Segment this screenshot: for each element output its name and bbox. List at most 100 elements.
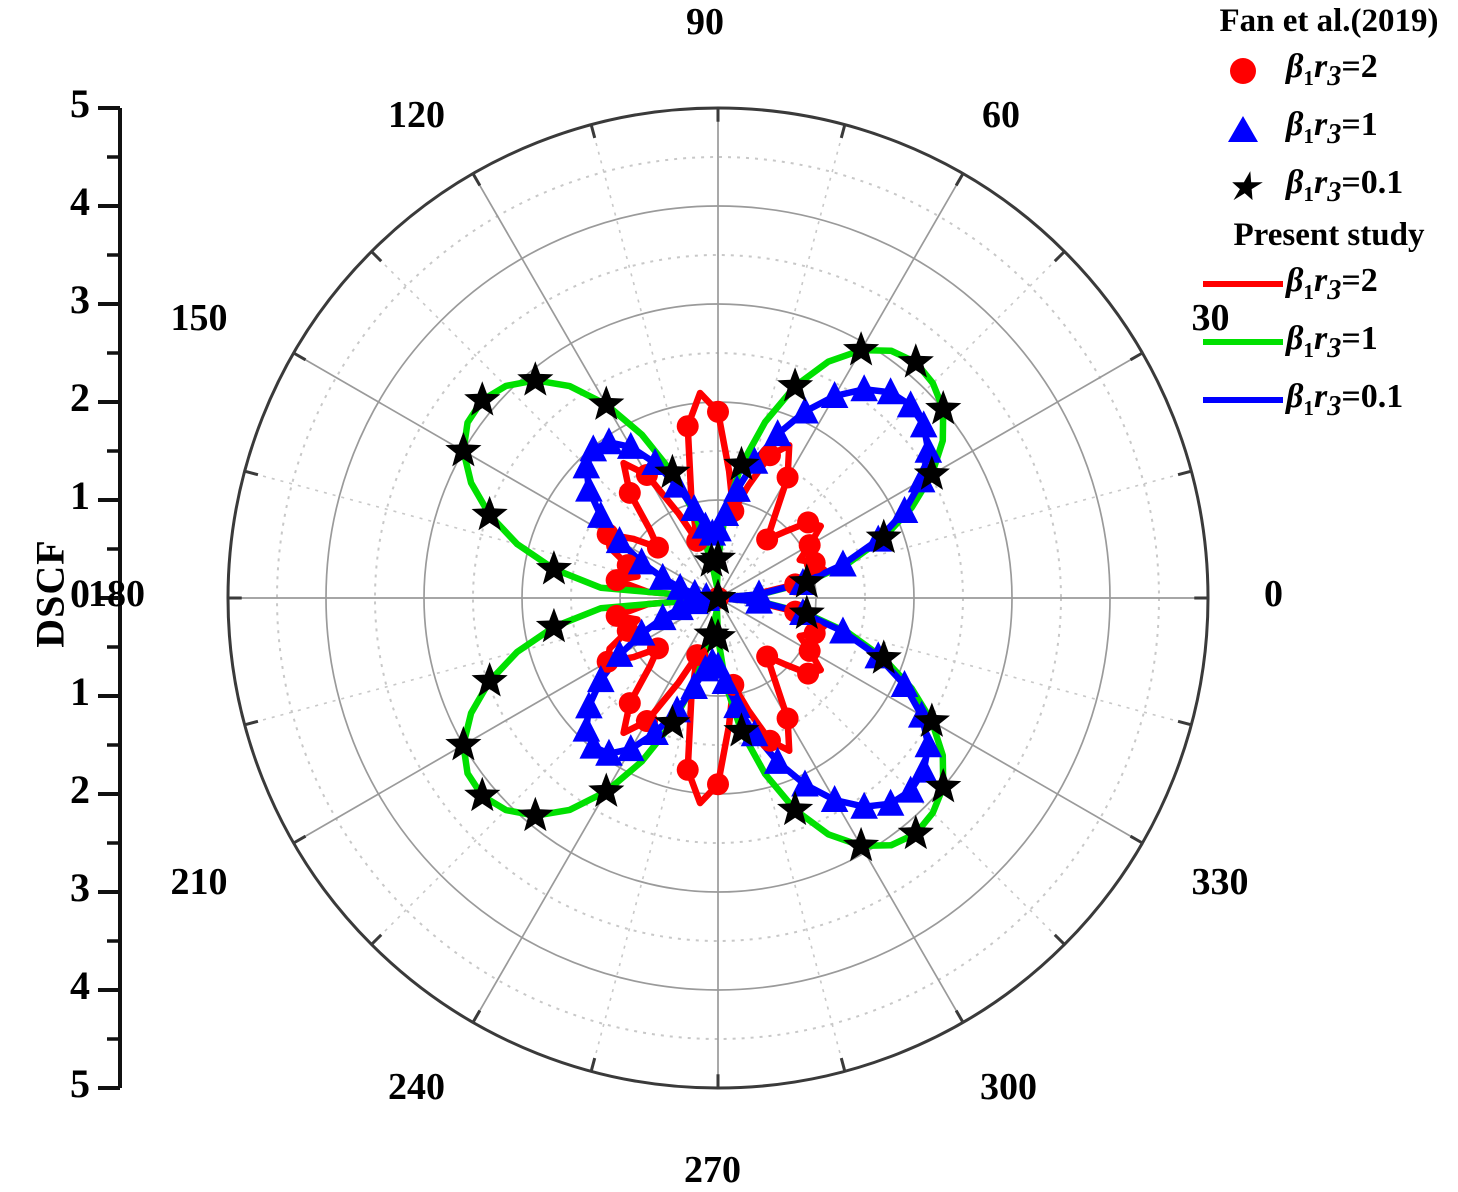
data-point-triangle — [890, 496, 919, 524]
angular-tick-210: 210 — [170, 861, 228, 904]
data-point-star — [897, 814, 934, 850]
data-point-circle — [707, 400, 729, 423]
data-point-circle — [798, 534, 821, 557]
legend-label-fan-2: β1r3=2 — [1286, 48, 1378, 93]
data-point-triangle — [907, 465, 936, 493]
data-point-circle — [756, 645, 779, 668]
data-point-circle — [797, 511, 820, 534]
data-point-circle — [776, 466, 799, 489]
data-point-triangle — [575, 691, 603, 719]
data-point-star — [654, 453, 691, 489]
data-point-circle — [776, 707, 799, 730]
data-point-triangle — [680, 671, 708, 699]
data-point-star — [843, 331, 880, 366]
data-point-triangle — [711, 666, 740, 694]
data-point-star — [517, 361, 554, 396]
angular-tick-150: 150 — [170, 296, 228, 339]
data-point-triangle — [876, 788, 905, 816]
radial-tick-4-9: 4 — [70, 179, 90, 224]
data-point-star — [464, 776, 501, 812]
legend-item-fan-01[interactable]: ★ β1r3=0.1 — [1200, 158, 1458, 216]
radial-tick-5-0: 5 — [70, 1061, 90, 1106]
data-point-circle — [676, 415, 699, 438]
angular-tick-330: 330 — [1191, 861, 1249, 904]
data-point-star — [517, 796, 554, 832]
data-point-star — [913, 702, 950, 737]
data-point-triangle — [829, 549, 857, 577]
data-point-triangle — [572, 451, 601, 479]
data-point-triangle — [723, 474, 751, 502]
data-point-triangle — [616, 734, 645, 762]
data-point-triangle — [666, 593, 694, 621]
data-point-triangle — [627, 547, 656, 575]
data-point-star — [535, 607, 572, 643]
legend-item-present-01[interactable]: β1r3=0.1 — [1200, 371, 1458, 429]
data-point-triangle — [820, 381, 849, 409]
data-point-star — [865, 639, 902, 674]
data-point-triangle — [616, 431, 645, 459]
data-point-triangle — [586, 665, 615, 693]
data-point-star — [445, 432, 482, 467]
data-point-triangle — [763, 746, 792, 774]
polar-plot-canvas — [98, 106, 1210, 1090]
data-point-star — [788, 563, 825, 598]
data-point-triangle — [605, 639, 634, 667]
data-point-triangle — [850, 791, 878, 819]
legend-label-present-2: β1r3=2 — [1286, 261, 1378, 306]
data-point-triangle — [575, 474, 603, 502]
data-point-triangle — [663, 470, 691, 498]
data-point-triangle — [595, 427, 623, 455]
data-point-triangle — [791, 396, 819, 424]
data-point-triangle — [829, 616, 857, 644]
data-point-star — [723, 712, 760, 747]
angular-tick-30: 30 — [1191, 296, 1230, 339]
data-point-triangle — [586, 500, 615, 528]
radial-tick-2-3: 2 — [70, 767, 90, 812]
legend-item-present-1[interactable]: β1r3=1 — [1200, 313, 1458, 371]
circle-marker — [1200, 57, 1286, 84]
data-point-triangle — [641, 718, 669, 746]
data-point-star — [471, 495, 508, 531]
data-point-triangle — [745, 586, 773, 614]
data-point-star — [843, 826, 880, 862]
legend-label-present-01: β1r3=0.1 — [1286, 377, 1404, 422]
data-point-triangle — [876, 377, 905, 405]
legend-group-title-fan: Fan et al.(2019) — [1219, 3, 1439, 39]
data-point-star — [777, 367, 814, 402]
legend-item-fan-2[interactable]: β1r3=2 — [1200, 42, 1458, 100]
data-point-circle — [707, 773, 729, 796]
data-point-triangle — [763, 419, 792, 447]
data-point-triangle — [648, 562, 677, 590]
legend-label-fan-01: β1r3=0.1 — [1286, 164, 1404, 209]
data-point-triangle — [914, 435, 943, 463]
data-point-circle — [618, 692, 641, 715]
radial-tick-2-7: 2 — [70, 375, 90, 420]
data-point-star — [588, 772, 625, 807]
data-point-circle — [756, 528, 779, 551]
data-point-star — [699, 618, 737, 653]
data-point-triangle — [680, 494, 708, 522]
data-point-star — [788, 594, 825, 630]
triangle-marker — [1200, 115, 1286, 142]
data-point-triangle — [914, 730, 943, 758]
legend-label-present-1: β1r3=1 — [1286, 319, 1378, 364]
data-point-star — [897, 343, 934, 378]
data-point-triangle — [791, 769, 819, 797]
angular-tick-240: 240 — [387, 1066, 445, 1109]
data-point-triangle — [666, 572, 694, 600]
legend-item-present-2[interactable]: β1r3=2 — [1200, 255, 1458, 313]
radial-tick-0-5: 0 — [70, 571, 90, 616]
angular-tick-120: 120 — [387, 93, 445, 136]
data-point-star — [693, 542, 730, 577]
data-point-star — [925, 767, 962, 803]
chart-legend: Fan et al.(2019) β1r3=2 β1r3=1 ★ β1r3=0.… — [1200, 3, 1458, 429]
angular-tick-0: 0 — [1264, 573, 1284, 615]
data-point-triangle — [605, 526, 634, 554]
data-point-star — [865, 518, 902, 554]
legend-item-fan-1[interactable]: β1r3=1 — [1200, 100, 1458, 158]
data-point-circle — [797, 662, 820, 685]
data-point-circle — [803, 551, 826, 574]
angular-tick-60: 60 — [982, 93, 1021, 136]
data-point-triangle — [850, 374, 878, 402]
data-point-star — [699, 579, 737, 614]
